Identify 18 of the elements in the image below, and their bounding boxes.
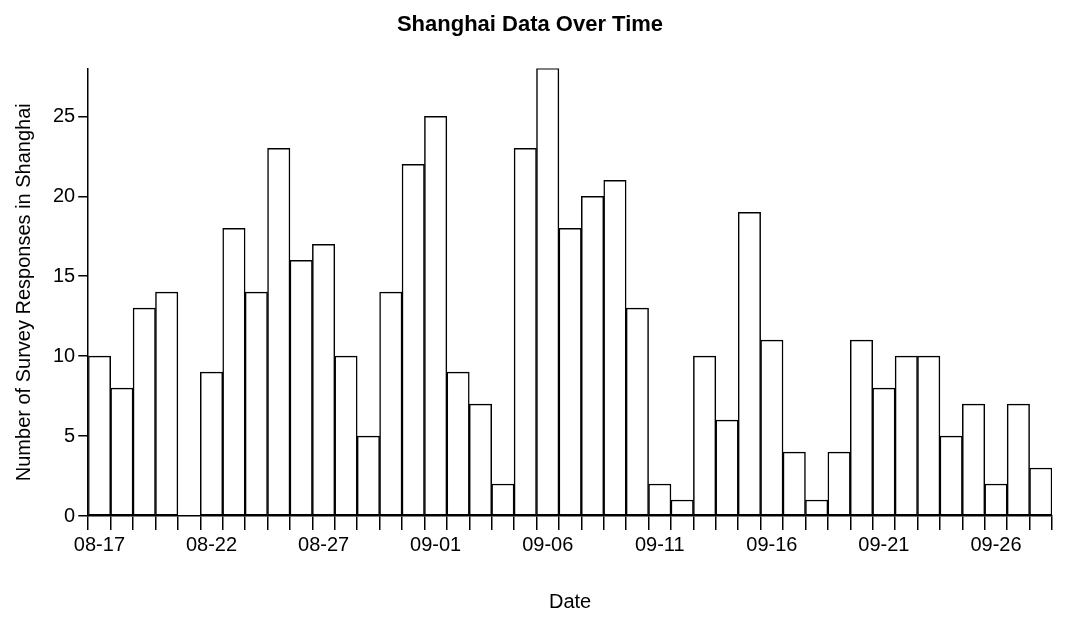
x-tick-label: 08-22	[185, 532, 238, 555]
y-tick-label: 15	[53, 263, 76, 286]
y-tick-label: 10	[53, 343, 76, 366]
x-axis-title: Date	[549, 589, 592, 612]
x-tick-label: 09-16	[746, 532, 798, 555]
x-tick-label: 09-06	[522, 532, 574, 555]
x-tick-label: 08-17	[73, 532, 126, 555]
x-tick-label: 09-21	[858, 532, 910, 555]
x-tick-label: 09-26	[970, 532, 1022, 555]
x-tick-label: 09-01	[410, 532, 462, 555]
x-tick-label: 09-11	[634, 532, 685, 555]
y-tick-label: 5	[64, 423, 76, 446]
y-axis-title: Number of Survey Responses in Shanghai	[11, 103, 34, 482]
y-tick-label: 20	[53, 183, 76, 206]
chart-title: Shanghai Data Over Time	[396, 11, 664, 37]
x-tick-label: 08-27	[298, 532, 350, 555]
y-tick-label: 25	[53, 103, 76, 126]
y-tick-label: 0	[64, 503, 76, 526]
